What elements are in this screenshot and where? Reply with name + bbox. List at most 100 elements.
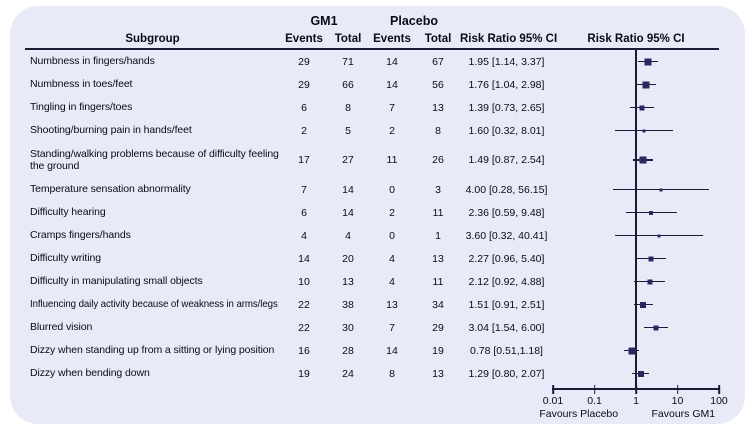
gm1-events-value: 2 bbox=[301, 124, 307, 137]
risk-ratio-ci-value: 1.29 [0.80, 2.07] bbox=[468, 367, 545, 380]
placebo-events-value: 0 bbox=[389, 183, 395, 196]
placebo-events-value: 2 bbox=[389, 206, 395, 219]
placebo-total-value: 13 bbox=[432, 101, 444, 114]
axis-tick bbox=[676, 384, 679, 394]
placebo-total-value: 26 bbox=[432, 154, 444, 166]
subgroup-label: Standing/walking problems because of dif… bbox=[30, 147, 279, 173]
subgroup-label: Dizzy when bending down bbox=[30, 367, 150, 380]
point-estimate-marker bbox=[644, 58, 652, 65]
placebo-events-value: 4 bbox=[389, 275, 395, 288]
forest-row-plot bbox=[553, 316, 719, 339]
gm1-total-value: 30 bbox=[342, 321, 354, 334]
subgroup-label: Shooting/burning pain in hands/feet bbox=[30, 124, 192, 137]
axis-tick bbox=[635, 384, 637, 394]
gm1-total-value: 4 bbox=[345, 229, 351, 242]
table-header: GM1 Placebo Subgroup Events Total Events… bbox=[25, 6, 719, 50]
point-estimate-marker bbox=[648, 256, 654, 261]
gm1-events-value: 7 bbox=[301, 183, 307, 196]
table-row: Blurred vision 22 30 7 29 3.04 [1.54, 6.… bbox=[25, 316, 719, 339]
gm1-total-value: 13 bbox=[342, 275, 354, 288]
forest-table-rows: Numbness in fingers/hands 29 71 14 67 1.… bbox=[25, 50, 719, 385]
placebo-total-value: 19 bbox=[432, 344, 444, 357]
risk-ratio-ci-value: 1.95 [1.14, 3.37] bbox=[468, 55, 545, 68]
table-row: Shooting/burning pain in hands/feet 2 5 … bbox=[25, 119, 719, 142]
x-axis: 0.01 0.1 1 10 100 Favours Placebo Favours GM1 bbox=[539, 384, 728, 424]
risk-ratio-ci-value: 1.76 [1.04, 2.98] bbox=[468, 78, 545, 91]
gm1-events-value: 16 bbox=[298, 344, 310, 357]
placebo-total-value: 29 bbox=[432, 321, 444, 334]
gm1-events-value: 29 bbox=[298, 55, 310, 68]
favours-gm1-label: Favours GM1 bbox=[651, 408, 716, 420]
gm1-total-value: 14 bbox=[342, 183, 354, 196]
placebo-events-value: 7 bbox=[389, 101, 395, 114]
table-row: Standing/walking problems because of dif… bbox=[25, 142, 719, 178]
placebo-total-value: 3 bbox=[435, 183, 441, 196]
placebo-events-value: 2 bbox=[389, 124, 395, 137]
point-estimate-marker bbox=[657, 234, 661, 237]
subgroup-label: Influencing daily activity because of we… bbox=[30, 298, 278, 311]
placebo-events-value: 14 bbox=[386, 55, 398, 68]
gm1-events-value: 17 bbox=[298, 154, 310, 166]
point-estimate-marker bbox=[649, 210, 654, 215]
placebo-total-value: 11 bbox=[432, 275, 444, 288]
gm1-events-value: 19 bbox=[298, 367, 310, 380]
point-estimate-marker bbox=[642, 81, 650, 88]
gm1-total-value: 71 bbox=[342, 55, 354, 68]
gm1-events-value: 22 bbox=[298, 298, 310, 311]
placebo-events-value: 14 bbox=[386, 78, 398, 91]
forest-row-plot bbox=[553, 50, 719, 73]
table-row: Difficulty in manipulating small objects… bbox=[25, 270, 719, 293]
col-header-subgroup: Subgroup bbox=[125, 32, 180, 45]
point-estimate-marker bbox=[639, 105, 645, 110]
gm1-total-value: 24 bbox=[342, 367, 354, 380]
subgroup-label: Cramps fingers/hands bbox=[30, 229, 131, 242]
gm1-events-value: 10 bbox=[298, 275, 310, 288]
table-row: Temperature sensation abnormality 7 14 0… bbox=[25, 178, 719, 201]
table-row: Numbness in toes/feet 29 66 14 56 1.76 [… bbox=[25, 73, 719, 96]
placebo-events-value: 8 bbox=[389, 367, 395, 380]
placebo-total-value: 11 bbox=[432, 206, 444, 219]
forest-row-plot bbox=[553, 224, 719, 247]
forest-row-plot bbox=[553, 96, 719, 119]
point-estimate-marker bbox=[640, 301, 647, 308]
group-header-placebo: Placebo bbox=[390, 13, 438, 28]
risk-ratio-ci-value: 4.00 [0.28, 56.15] bbox=[465, 183, 548, 196]
forest-row-plot bbox=[553, 247, 719, 270]
axis-tick-label: 100 bbox=[710, 395, 728, 407]
point-estimate-marker bbox=[659, 188, 663, 191]
placebo-total-value: 8 bbox=[435, 124, 441, 137]
gm1-events-value: 14 bbox=[298, 252, 310, 265]
placebo-events-value: 13 bbox=[386, 298, 398, 311]
col-header-gm1-events: Events bbox=[285, 32, 323, 45]
placebo-events-value: 4 bbox=[389, 252, 395, 265]
table-row: Cramps fingers/hands 4 4 0 1 3.60 [0.32,… bbox=[25, 224, 719, 247]
table-row: Difficulty writing 14 20 4 13 2.27 [0.96… bbox=[25, 247, 719, 270]
column-header-row: Subgroup Events Total Events Total Risk … bbox=[25, 29, 719, 48]
risk-ratio-ci-value: 2.27 [0.96, 5.40] bbox=[468, 252, 545, 265]
col-header-risk-ratio-text: Risk Ratio 95% CI bbox=[460, 32, 558, 45]
placebo-total-value: 34 bbox=[432, 298, 444, 311]
point-estimate-marker bbox=[653, 325, 659, 330]
forest-row-plot bbox=[553, 339, 719, 362]
favours-placebo-label: Favours Placebo bbox=[539, 408, 619, 420]
col-header-gm1-total: Total bbox=[334, 32, 362, 45]
gm1-total-value: 14 bbox=[342, 206, 354, 219]
risk-ratio-ci-value: 3.60 [0.32, 40.41] bbox=[465, 229, 548, 242]
placebo-total-value: 13 bbox=[432, 367, 444, 380]
table-row: Dizzy when bending down 19 24 8 13 1.29 … bbox=[25, 362, 719, 385]
gm1-total-value: 8 bbox=[345, 101, 351, 114]
subgroup-label: Temperature sensation abnormality bbox=[30, 183, 191, 196]
point-estimate-marker bbox=[639, 156, 647, 164]
risk-ratio-ci-value: 2.36 [0.59, 9.48] bbox=[468, 206, 545, 219]
forest-row-plot bbox=[553, 178, 719, 201]
forest-row-plot bbox=[553, 362, 719, 385]
table-row: Numbness in fingers/hands 29 71 14 67 1.… bbox=[25, 50, 719, 73]
subgroup-label: Tingling in fingers/toes bbox=[30, 101, 133, 114]
point-estimate-marker bbox=[642, 129, 646, 132]
gm1-total-value: 38 bbox=[342, 298, 354, 311]
placebo-events-value: 14 bbox=[386, 344, 398, 357]
forest-row-plot bbox=[553, 142, 719, 178]
subgroup-label: Difficulty writing bbox=[30, 252, 101, 265]
risk-ratio-ci-value: 1.49 [0.87, 2.54] bbox=[468, 154, 545, 166]
forest-row-plot bbox=[553, 270, 719, 293]
